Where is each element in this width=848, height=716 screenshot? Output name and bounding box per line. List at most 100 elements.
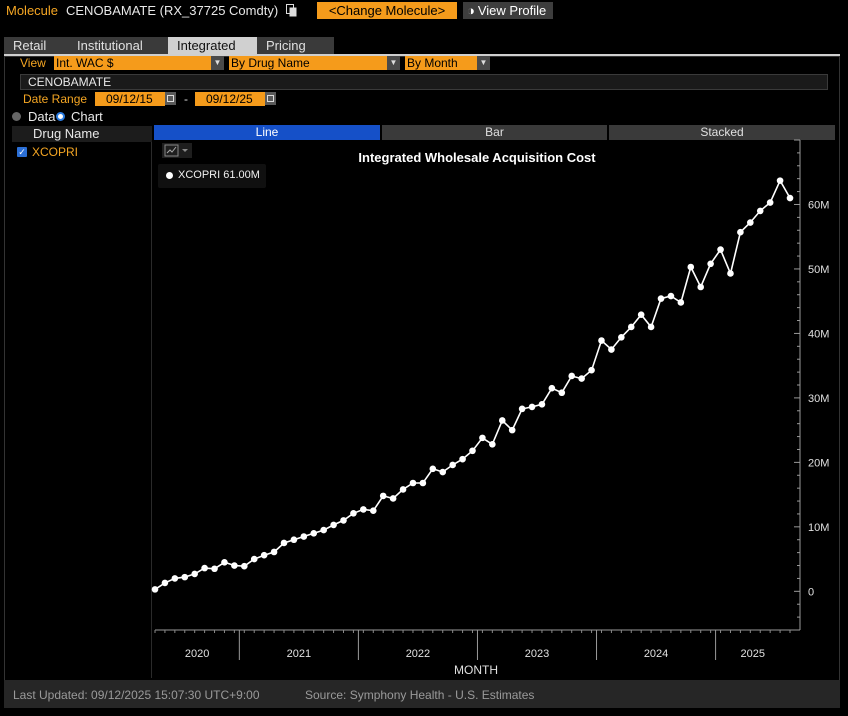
chart-radio[interactable] — [56, 112, 65, 121]
data-point — [618, 333, 625, 341]
data-point — [280, 539, 288, 547]
chart-tab-line[interactable]: Line — [154, 125, 380, 140]
x-tick-label: 2020 — [185, 648, 209, 660]
drug-name-header[interactable]: Drug Name — [12, 126, 152, 142]
molecule-field[interactable]: CENOBAMATE — [20, 74, 828, 90]
x-tick-label: 2025 — [741, 648, 765, 660]
data-point — [518, 405, 526, 413]
x-tick-label: 2024 — [644, 648, 668, 660]
tab-integrated[interactable]: Integrated — [168, 37, 264, 54]
view-label: View — [20, 56, 46, 70]
data-point — [657, 295, 665, 302]
chart-tab-bar[interactable]: Bar — [382, 125, 607, 140]
data-point — [479, 434, 486, 442]
data-point — [707, 260, 714, 268]
date-separator: - — [184, 92, 188, 106]
tab-retail[interactable]: Retail — [4, 37, 75, 54]
data-point — [330, 521, 337, 529]
data-point — [449, 461, 456, 469]
view-select[interactable]: Int. WAC $ — [54, 56, 211, 70]
chart-type-button[interactable] — [162, 143, 192, 158]
date-end-field[interactable]: 09/12/25 — [195, 92, 265, 106]
y-tick-label: 50M — [808, 264, 829, 276]
data-point — [151, 586, 159, 593]
data-point — [439, 468, 447, 476]
chart-area — [153, 140, 836, 678]
data-point — [637, 311, 645, 319]
data-point — [211, 565, 218, 573]
view-profile-button[interactable]: ◑ View Profile — [463, 2, 553, 19]
data-point — [677, 299, 685, 306]
title-bar: Molecule CENOBAMATE (RX_37725 Comdty) — [0, 0, 848, 22]
data-point — [231, 562, 238, 569]
change-molecule-button[interactable]: <Change Molecule> — [317, 2, 457, 19]
data-point — [747, 219, 754, 226]
data-point — [548, 384, 556, 392]
chart-tab-stacked[interactable]: Stacked — [609, 125, 835, 140]
data-point — [270, 548, 278, 556]
calendar-start-icon[interactable] — [165, 92, 176, 105]
x-tick-label: 2022 — [406, 648, 430, 660]
data-point — [667, 292, 675, 300]
data-point — [369, 507, 377, 515]
data-point — [250, 555, 258, 563]
data-point — [459, 455, 466, 463]
series-line-xcopri — [154, 178, 791, 591]
period-select-arrow-icon[interactable]: ▼ — [477, 56, 490, 70]
data-point — [578, 375, 585, 382]
date-start-field[interactable]: 09/12/15 — [95, 92, 165, 106]
data-point — [558, 389, 566, 397]
group-select-arrow-icon[interactable]: ▼ — [387, 56, 400, 70]
view-select-arrow-icon[interactable]: ▼ — [211, 56, 224, 70]
y-tick-label: 60M — [808, 199, 829, 211]
date-range-label: Date Range — [23, 92, 88, 106]
data-point — [717, 246, 724, 253]
data-point — [240, 562, 248, 570]
data-point — [766, 199, 774, 206]
xcopri-checkbox[interactable]: ✓ — [17, 147, 27, 157]
profile-icon: ◑ — [467, 3, 475, 18]
data-point — [588, 366, 595, 374]
footer: Last Updated: 09/12/2025 15:07:30 UTC+9:… — [4, 680, 840, 708]
line-chart-icon — [164, 144, 188, 157]
data-point — [647, 323, 655, 331]
xcopri-label[interactable]: XCOPRI — [32, 145, 79, 159]
data-point — [340, 517, 347, 524]
x-axis-label: MONTH — [454, 663, 498, 677]
data-radio-label[interactable]: Data — [28, 109, 56, 124]
tab-institutional[interactable]: Institutional — [68, 37, 174, 54]
chart-radio-label[interactable]: Chart — [71, 109, 103, 124]
group-select[interactable]: By Drug Name — [229, 56, 387, 70]
last-updated-text: Last Updated: 09/12/2025 15:07:30 UTC+9:… — [13, 688, 260, 702]
y-tick-label: 30M — [808, 393, 829, 405]
data-point — [469, 447, 476, 455]
data-point — [697, 283, 705, 291]
data-point — [737, 228, 744, 236]
data-radio[interactable] — [12, 112, 21, 121]
data-point — [379, 492, 387, 500]
x-tick-label: 2023 — [525, 648, 549, 660]
y-tick-label: 0 — [808, 586, 814, 598]
data-point — [608, 346, 615, 353]
data-point — [776, 177, 784, 184]
data-point — [786, 194, 794, 202]
calendar-end-icon[interactable] — [265, 92, 276, 105]
drug-list — [12, 142, 152, 678]
chart-axes — [154, 139, 801, 660]
series-points — [151, 177, 794, 593]
period-select[interactable]: By Month — [405, 56, 477, 70]
data-point — [399, 486, 407, 493]
chart-title: Integrated Wholesale Acquisition Cost — [358, 150, 596, 165]
legend-dot-icon — [166, 172, 173, 179]
data-point — [498, 417, 506, 424]
tab-pricing[interactable]: Pricing — [257, 37, 334, 54]
data-point — [389, 495, 397, 502]
data-point — [201, 564, 208, 572]
copy-icon[interactable] — [286, 4, 298, 17]
data-point — [181, 573, 189, 581]
y-tick-label: 40M — [808, 328, 829, 340]
data-point — [171, 575, 179, 582]
data-point — [568, 372, 576, 380]
data-point — [598, 337, 605, 344]
data-point — [300, 533, 308, 540]
